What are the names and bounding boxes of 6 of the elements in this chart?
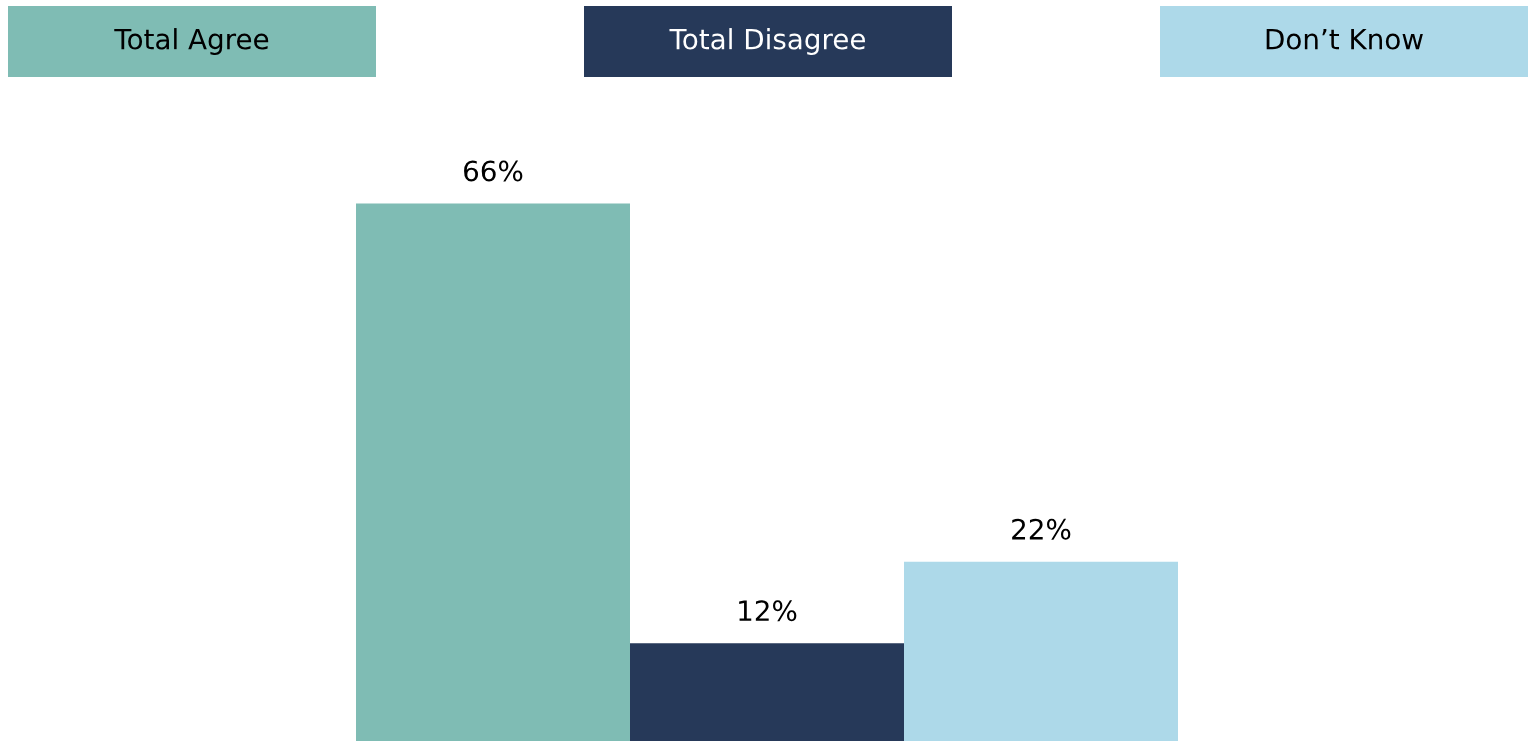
data-label: 66% bbox=[464, 160, 523, 182]
text: Don’t Know bbox=[1266, 28, 1423, 50]
data-label: 12% bbox=[739, 600, 797, 622]
data-label: 22% bbox=[1012, 518, 1071, 540]
text: Total Disagree bbox=[669, 28, 865, 55]
text: Total Agree bbox=[114, 28, 269, 55]
